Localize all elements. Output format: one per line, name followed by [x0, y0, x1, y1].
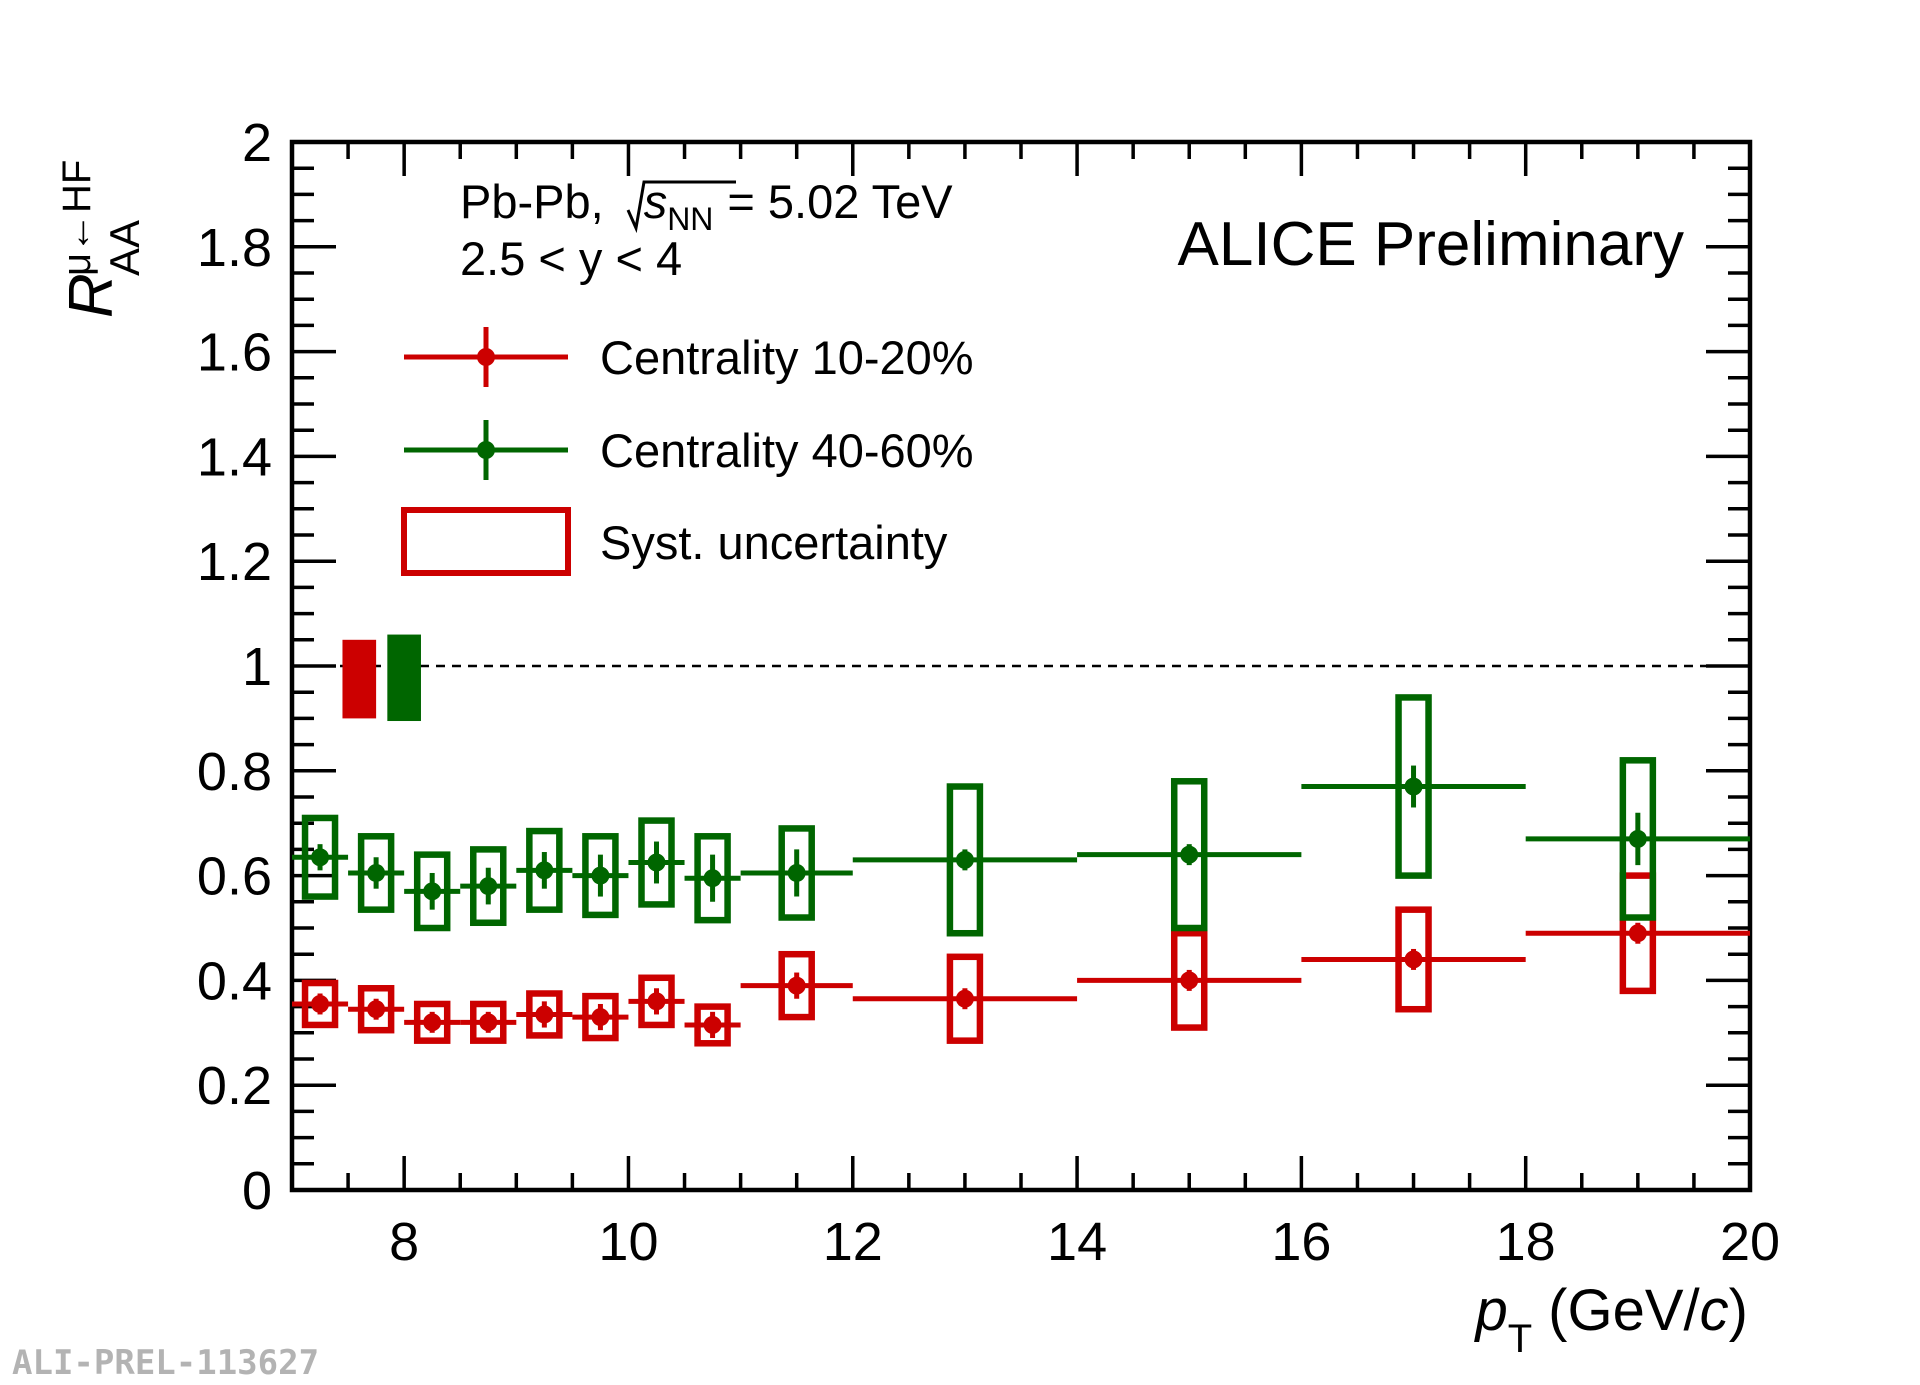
sqrt-sign: [626, 180, 736, 234]
x-tick-label: 14: [1047, 1212, 1107, 1272]
rapidity-label: 2.5 < y < 4: [460, 232, 682, 285]
legend-entry-centrality-10-20: Centrality 10-20%: [404, 327, 974, 387]
plot-area: [289, 139, 1753, 1193]
x-axis-tick-labels: 8 10 12 14 16 18 20: [389, 1212, 1780, 1272]
energy-subscript: NN: [667, 201, 713, 237]
data-point: [367, 1000, 386, 1019]
y-tick-label: 0.8: [197, 742, 272, 802]
legend-label-green: Centrality 40-60%: [600, 424, 974, 477]
data-point: [311, 994, 330, 1013]
x-axis-title-unit-pre: (GeV/: [1548, 1278, 1700, 1343]
series-centrality-10-20: [292, 872, 1750, 1047]
data-point: [311, 848, 330, 867]
legend-label-syst: Syst. uncertainty: [600, 516, 948, 569]
y-axis-title: R AA μ←HF: [55, 160, 148, 318]
legend-marker-red: [477, 348, 495, 366]
y-tick-label: 1.6: [197, 323, 272, 383]
svg-text:R: R: [57, 273, 126, 318]
y-tick-label: 0.2: [197, 1056, 272, 1116]
x-tick-label: 10: [598, 1212, 658, 1272]
data-point: [955, 989, 974, 1008]
y-tick-label: 1.2: [197, 532, 272, 592]
data-point: [1404, 777, 1423, 796]
y-axis-title-sub: AA: [101, 220, 148, 276]
data-point: [647, 992, 666, 1011]
norm-uncertainty-box: [387, 634, 421, 722]
energy-value: = 5.02 TeV: [727, 175, 953, 228]
y-tick-label: 0.6: [197, 847, 272, 907]
y-axis-ticks: [292, 140, 1750, 1192]
y-tick-label: 2: [242, 113, 272, 173]
legend-label-red: Centrality 10-20%: [600, 331, 974, 384]
norm-uncertainty-box: [342, 639, 377, 719]
y-axis-tick-labels: 0 0.2 0.4 0.6 0.8 1 1.2 1.4 1.6 1.8 2: [197, 113, 272, 1221]
data-point: [1180, 971, 1199, 990]
data-point: [535, 1005, 554, 1024]
data-point: [591, 866, 610, 885]
legend-entry-centrality-40-60: Centrality 40-60%: [404, 420, 974, 480]
x-axis-ticks: [290, 142, 1752, 1190]
y-tick-label: 1: [242, 637, 272, 697]
data-point: [423, 1013, 442, 1032]
chart-title: ALICE Preliminary: [1178, 210, 1684, 279]
data-point: [479, 877, 498, 896]
y-tick-label: 0: [242, 1161, 272, 1221]
x-axis-title-unit-c: c: [1700, 1278, 1729, 1343]
data-point: [591, 1008, 610, 1027]
data-point: [367, 863, 386, 882]
normalization-uncertainty-boxes: [342, 634, 421, 722]
x-tick-label: 18: [1496, 1212, 1556, 1272]
collision-label: Pb-Pb,: [460, 175, 604, 228]
x-axis-title: pT (GeV/c): [1473, 1278, 1748, 1361]
data-point: [703, 869, 722, 888]
energy-symbol: s: [644, 175, 668, 228]
data-point: [955, 850, 974, 869]
collision-system-label: Pb-Pb, sNN = 5.02 TeV: [460, 175, 953, 237]
x-axis-title-unit-post: ): [1729, 1278, 1748, 1343]
legend-entry-syst: Syst. uncertainty: [401, 507, 948, 576]
data-point: [1180, 845, 1199, 864]
x-tick-label: 12: [823, 1212, 883, 1272]
y-tick-label: 1.8: [197, 218, 272, 278]
data-point: [479, 1013, 498, 1032]
y-tick-label: 1.4: [197, 427, 272, 487]
data-point: [703, 1015, 722, 1034]
data-point: [787, 976, 806, 995]
data-point: [423, 882, 442, 901]
x-tick-label: 16: [1271, 1212, 1331, 1272]
x-tick-label: 8: [389, 1212, 419, 1272]
data-point: [1628, 829, 1647, 848]
data-point: [1628, 924, 1647, 943]
data-point: [535, 861, 554, 880]
x-axis-title-sub: T: [1508, 1317, 1532, 1361]
legend: Centrality 10-20% Centrality 40-60% Syst…: [401, 327, 974, 576]
data-point: [1404, 950, 1423, 969]
x-tick-label: 20: [1720, 1212, 1780, 1272]
x-axis-title-main: p: [1473, 1278, 1507, 1343]
watermark: ALI-PREL-113627: [12, 1343, 319, 1383]
data-point: [787, 863, 806, 882]
y-axis-title-main: R: [57, 273, 126, 318]
legend-syst-box: [401, 507, 571, 576]
y-tick-label: 0.4: [197, 951, 272, 1011]
data-point: [647, 853, 666, 872]
data-series: [292, 694, 1750, 1047]
legend-marker-green: [477, 441, 495, 459]
series-centrality-40-60: [292, 694, 1750, 937]
y-axis-title-sup: μ←HF: [55, 160, 99, 276]
